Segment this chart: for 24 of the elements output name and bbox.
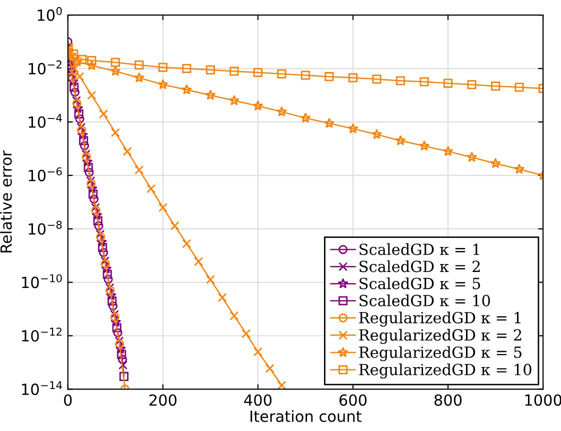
x-tick-label: 0 xyxy=(64,394,72,406)
legend-label: RegularizedGD κ = 2 xyxy=(359,328,522,344)
y-axis-title: Relative error xyxy=(0,150,12,252)
legend-label: ScaledGD κ = 5 xyxy=(360,277,480,290)
legend-label: RegularizedGD κ = 10 xyxy=(359,363,532,378)
y-tick-label: 10$^{−6}$ xyxy=(28,167,62,182)
y-tick-label: 10$^{−14}$ xyxy=(22,381,62,396)
legend-label: ScaledGD κ = 1 xyxy=(360,243,480,256)
y-tick-label: 10$^{0}$ xyxy=(38,6,62,21)
x-tick-label: 400 xyxy=(244,394,272,406)
y-tick-label: 10$^{−10}$ xyxy=(22,274,62,288)
y-tick-label: 10$^{−8}$ xyxy=(28,220,62,235)
y-tick-label: 10$^{−4}$ xyxy=(28,114,62,128)
x-tick-label: 600 xyxy=(339,394,367,406)
y-tick-label: 10$^{−12}$ xyxy=(22,328,62,342)
x-tick-label: 1000 xyxy=(525,394,561,406)
x-axis-title: Iteration count xyxy=(250,410,362,422)
x-tick-label: 800 xyxy=(434,394,462,406)
legend-label: ScaledGD κ = 2 xyxy=(360,260,480,272)
legend-label: RegularizedGD κ = 5 xyxy=(359,346,522,362)
y-tick-label: 10$^{−2}$ xyxy=(28,60,62,74)
legend-label: RegularizedGD κ = 1 xyxy=(359,312,520,327)
legend-label: ScaledGD κ = 10 xyxy=(360,294,490,306)
x-tick-label: 200 xyxy=(149,394,176,406)
